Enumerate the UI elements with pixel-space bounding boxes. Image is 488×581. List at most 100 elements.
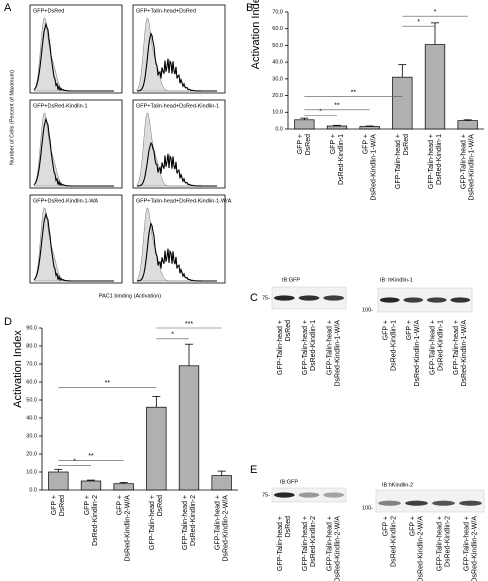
y-tick-label: 20.0 [272,93,283,99]
bar [326,125,348,130]
category-label: DsRed-Kindlin-2 [190,495,197,546]
category-label: DsRed-Kindlin-2 [92,495,99,546]
bar [113,483,134,491]
category-label: GFP + [84,495,91,515]
bar [294,119,315,130]
histogram-frame [132,99,226,189]
lane-label: GFP-Talin-head + [327,516,334,571]
histogram-frame [29,4,123,94]
histogram-control [136,17,217,92]
blot-band [450,297,471,303]
bar [392,76,413,130]
y-tick-label: 60.0 [26,379,37,385]
y-tick-label: 40.0 [272,60,283,66]
histogram-frame [29,194,123,284]
histogram-control [136,207,217,282]
blot-title: IB:GFP [280,479,298,485]
lane-label: GFP-Talin-head + [327,320,334,375]
y-tick-label: 30.0 [26,433,37,439]
lane-label: GFP-Talin-head + [453,320,460,375]
histogram-control [33,112,114,187]
size-marker: 75- [262,295,270,301]
y-tick-label: 70.0 [26,361,37,367]
category-label: DsRed-Kindlin-2-W/A [223,495,230,562]
category-label: GFP + [363,134,370,154]
y-tick-label: 60.0 [272,26,283,32]
blot-background [375,489,485,513]
category-label: DsRed [59,495,66,517]
lane-label: GFP-Talin-head + [430,320,437,375]
histogram-control [33,17,114,92]
y-tick-label: 50.0 [26,397,37,403]
category-label: DsRed [403,134,410,156]
panel-letter: D [4,316,12,328]
y-tick-label: 30.0 [272,76,283,82]
panel-letter: C [250,292,258,304]
significance-label: *** [185,321,193,328]
lane-label: DsRed-Kindlin-1-W/A [414,320,421,387]
y-tick-label: 0.0 [29,487,37,493]
lane-label: DsRed-Kindlin-1-W/A [461,320,468,387]
bar [146,406,167,491]
histogram-control [33,207,114,282]
y-tick-label: 80.0 [26,343,37,349]
category-label: DsRed-Kindlin-2-W/A [125,495,132,562]
bar [211,475,232,491]
bar [178,365,200,491]
size-marker: 75- [262,492,270,498]
histogram-frame [29,99,123,189]
category-label: GFP + [330,134,337,154]
histogram-label: GFP+Talin-head+DsRed [136,8,196,14]
lane-label: DsRed-Kindlin-1-W/A [335,320,342,387]
y-tick-label: 90.0 [26,325,37,331]
histogram-sample [136,32,217,92]
category-label: DsRed-Kindlin-1 [338,134,345,185]
bar [457,120,478,130]
lane-label: GFP-Talin-head + [463,516,470,571]
category-label: DsRed-Kindlin-1-W/A [469,134,476,201]
panel-letter: B [246,2,253,14]
panel-letter: A [4,2,12,14]
histogram-sample [136,222,217,282]
bar [80,480,102,491]
y-tick-label: 10.0 [272,110,283,116]
blot-band [298,492,320,498]
bar [359,126,380,130]
lane-label: GFP-Talin-head + [302,516,309,571]
blot-band [298,295,320,301]
y-tick-label: 50.0 [272,43,283,49]
y-axis-label: Number of Cells (Percent of Maximum) [9,70,15,165]
blot-band [273,492,295,498]
lane-label: DsRed-Kindlin-2 [390,516,397,567]
category-label: GFP + [51,495,58,515]
lane-label: DsRed-Kindlin-2 [310,516,317,567]
x-axis-label: PAC1 binding (Activation) [99,293,161,299]
blot-band [459,500,482,506]
histogram-frame [132,194,226,284]
significance-label: ** [334,103,340,110]
y-tick-label: 70.0 [272,9,283,15]
lane-label: GFP-Talin-head + [302,320,309,375]
lane-label: DsRed-Kindlin-2-W/A [471,516,478,581]
lane-label: DsRed-Kindlin-1 [310,320,317,371]
histogram-sample [33,117,114,187]
blot-band [432,500,455,506]
category-label: GFP-Talin-head + [215,495,222,550]
category-label: GFP + [117,495,124,515]
category-label: DsRed [305,134,312,156]
blot-band [405,500,428,506]
histogram-label: GFP+DsRed-Kindlin-1 [33,103,88,109]
lane-label: GFP + [383,320,390,340]
histogram-sample [136,141,217,187]
blot-background [271,487,347,503]
blot-title: IB: hKindlin-1 [380,277,413,283]
category-label: GFP-Talin-head + [395,134,402,189]
histogram-label: GFP+DsRed-Kindlin-1-WA [33,198,98,204]
lane-label: GFP-Talin-head + [277,516,284,571]
blot-band [379,297,400,303]
bar [424,44,446,130]
significance-label: ** [351,89,357,96]
blot-band [378,500,401,506]
category-label: DsRed [157,495,164,517]
